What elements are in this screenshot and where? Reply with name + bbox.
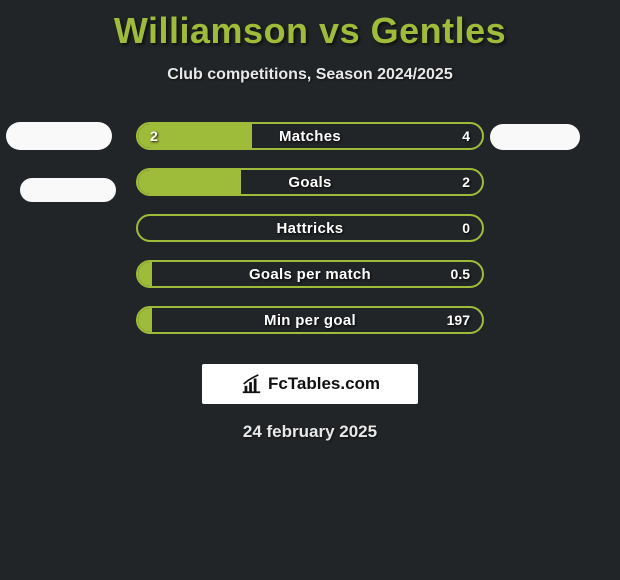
stat-right-value: 4 [462, 124, 470, 148]
stat-row-matches: 2 Matches 4 [136, 122, 484, 150]
stat-label: Hattricks [138, 216, 482, 240]
stat-right-value: 2 [462, 170, 470, 194]
stat-right-value: 0 [462, 216, 470, 240]
team-right-logo-ellipse [490, 124, 580, 150]
subtitle: Club competitions, Season 2024/2025 [0, 66, 620, 84]
team-left-logo-ellipse-1 [6, 122, 112, 150]
stat-right-value: 197 [447, 308, 470, 332]
bar-chart-icon [240, 373, 262, 395]
stat-row-hattricks: Hattricks 0 [136, 214, 484, 242]
stat-row-goals-per-match: Goals per match 0.5 [136, 260, 484, 288]
team-left-logo-ellipse-2 [20, 178, 116, 202]
stat-row-goals: Goals 2 [136, 168, 484, 196]
stat-row-min-per-goal: Min per goal 197 [136, 306, 484, 334]
attribution-text: FcTables.com [268, 374, 380, 394]
stats-area: ALLOA ATHLETIC FC 2 Matches 4 Goals 2 Ha… [0, 122, 620, 352]
attribution-box: FcTables.com [202, 364, 418, 404]
stat-right-value: 0.5 [451, 262, 470, 286]
stat-label: Goals [138, 170, 482, 194]
stat-label: Matches [138, 124, 482, 148]
stat-bars: 2 Matches 4 Goals 2 Hattricks 0 Goals pe… [136, 122, 484, 352]
date-line: 24 february 2025 [0, 422, 620, 442]
page-title: Williamson vs Gentles [0, 0, 620, 52]
stat-label: Goals per match [138, 262, 482, 286]
stat-label: Min per goal [138, 308, 482, 332]
